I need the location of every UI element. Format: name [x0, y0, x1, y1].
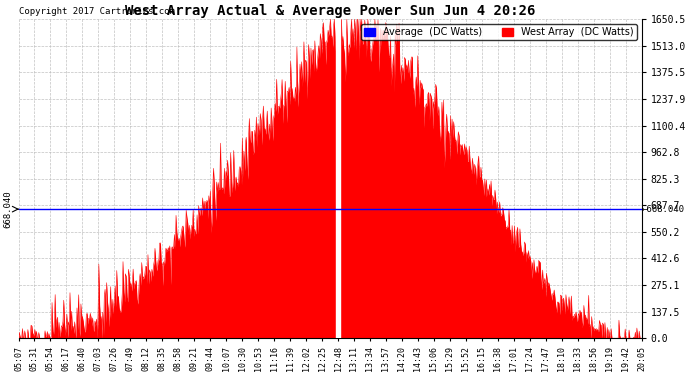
Text: Copyright 2017 Cartronics.com: Copyright 2017 Cartronics.com — [19, 7, 175, 16]
Title: West Array Actual & Average Power Sun Jun 4 20:26: West Array Actual & Average Power Sun Ju… — [125, 4, 535, 18]
Text: 668.040: 668.040 — [3, 190, 12, 228]
Legend: Average  (DC Watts), West Array  (DC Watts): Average (DC Watts), West Array (DC Watts… — [361, 24, 637, 40]
Text: ←668.040: ←668.040 — [642, 205, 685, 214]
